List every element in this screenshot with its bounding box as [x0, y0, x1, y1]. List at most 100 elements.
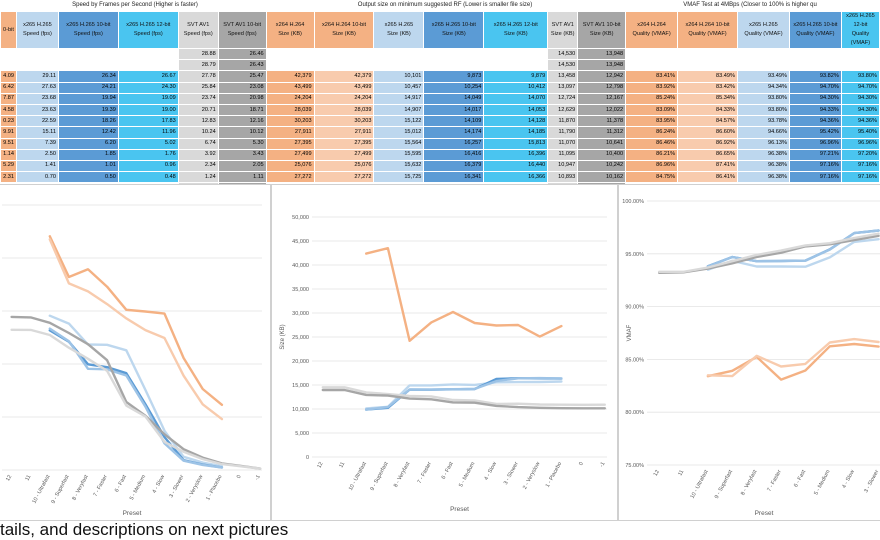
table-cell[interactable] — [373, 59, 425, 72]
column-header[interactable]: x265 H.265 10-bit Size (KB) — [423, 11, 485, 49]
table-cell[interactable]: 94.30% — [788, 92, 842, 105]
table-cell[interactable]: 12,629 — [547, 103, 579, 117]
table-cell[interactable] — [788, 47, 842, 61]
table-cell[interactable]: 83.92% — [625, 81, 679, 94]
table-cell[interactable]: 11,378 — [577, 115, 627, 128]
table-cell[interactable]: 14,017 — [423, 103, 485, 117]
table-cell[interactable]: 19.00 — [117, 103, 179, 117]
table-cell[interactable] — [265, 59, 315, 72]
table-cell[interactable]: 10,641 — [577, 137, 627, 150]
table-cell[interactable]: 16,257 — [423, 137, 485, 150]
column-header[interactable]: SVT AV1 10-bit Size (KB) — [577, 11, 627, 49]
table-cell[interactable]: 97.16% — [788, 171, 842, 184]
table-cell[interactable]: 97.16% — [788, 159, 842, 173]
table-cell[interactable]: 15,595 — [373, 148, 425, 161]
table-cell[interactable]: 10,242 — [577, 159, 627, 173]
table-cell[interactable]: 23.74 — [177, 92, 219, 105]
table-cell[interactable]: 14,185 — [483, 126, 549, 139]
table-cell[interactable]: 16,396 — [483, 148, 549, 161]
table-cell[interactable] — [677, 59, 738, 72]
table-cell[interactable]: 30,203 — [313, 115, 375, 128]
table-cell[interactable]: 27,911 — [313, 126, 375, 139]
table-cell[interactable]: 96.96% — [788, 137, 842, 150]
table-cell[interactable]: 25,076 — [313, 159, 375, 173]
table-cell[interactable]: 96.13% — [737, 137, 790, 150]
table-cell[interactable]: 12,724 — [547, 92, 579, 105]
table-cell[interactable]: 24,204 — [313, 92, 375, 105]
table-cell[interactable]: 86.65% — [677, 148, 738, 161]
table-cell[interactable]: 15,564 — [373, 137, 425, 150]
table-cell[interactable]: 30,203 — [265, 115, 315, 128]
table-cell[interactable]: 86.46% — [625, 137, 679, 150]
table-cell[interactable]: 22.59 — [15, 115, 59, 128]
table-cell[interactable] — [483, 59, 549, 72]
table-cell[interactable]: 86.41% — [677, 171, 738, 184]
table-cell[interactable]: 28.88 — [177, 47, 219, 61]
table-cell[interactable]: 14,917 — [373, 92, 425, 105]
table-cell[interactable] — [313, 47, 375, 61]
table-cell[interactable]: 20.71 — [177, 103, 219, 117]
table-cell[interactable]: 42,379 — [313, 70, 375, 83]
table-cell[interactable]: 16,379 — [423, 159, 485, 173]
table-cell[interactable]: 6.74 — [177, 137, 219, 150]
column-header[interactable]: x264 H.264 10-bit Quality (VMAF) — [677, 11, 738, 49]
table-cell[interactable]: 27.78 — [177, 70, 219, 83]
table-cell[interactable]: 11.96 — [117, 126, 179, 139]
table-cell[interactable]: 93.80% — [737, 103, 790, 117]
column-header[interactable]: x265 H.265 12-bit Speed (fps) — [117, 11, 179, 49]
table-cell[interactable]: 0.96 — [117, 159, 179, 173]
table-cell[interactable]: 86.92% — [677, 137, 738, 150]
table-cell[interactable]: 15,122 — [373, 115, 425, 128]
table-cell[interactable] — [788, 59, 842, 72]
table-cell[interactable]: 0.23 — [0, 115, 17, 128]
table-cell[interactable]: 24.21 — [57, 81, 119, 94]
table-cell[interactable]: 10,101 — [373, 70, 425, 83]
table-cell[interactable]: 43,499 — [313, 81, 375, 94]
table-cell[interactable]: 94.70% — [788, 81, 842, 94]
table-cell[interactable]: 27,395 — [313, 137, 375, 150]
table-cell[interactable]: 19.09 — [117, 92, 179, 105]
table-cell[interactable] — [57, 59, 119, 72]
table-cell[interactable]: 25,076 — [265, 159, 315, 173]
table-cell[interactable]: 26.67 — [117, 70, 179, 83]
table-cell[interactable] — [423, 47, 485, 61]
table-cell[interactable] — [117, 47, 179, 61]
table-cell[interactable]: 10,162 — [577, 171, 627, 184]
table-cell[interactable]: 28.79 — [177, 59, 219, 72]
table-cell[interactable]: 10,893 — [547, 171, 579, 184]
table-cell[interactable]: 14,053 — [483, 103, 549, 117]
table-cell[interactable]: 19.94 — [57, 92, 119, 105]
table-cell[interactable]: 86.60% — [677, 126, 738, 139]
table-cell[interactable]: 26.46 — [217, 47, 267, 61]
table-cell[interactable]: 26.43 — [217, 59, 267, 72]
table-cell[interactable]: 14,174 — [423, 126, 485, 139]
column-header[interactable]: x265 H.265 Speed (fps) — [15, 11, 59, 49]
table-cell[interactable]: 0.48 — [117, 171, 179, 184]
table-cell[interactable]: 26.34 — [57, 70, 119, 83]
table-cell[interactable]: 2.34 — [177, 159, 219, 173]
table-cell[interactable]: 97.16% — [840, 159, 880, 173]
table-cell[interactable] — [737, 47, 790, 61]
table-cell[interactable]: 97.16% — [840, 171, 880, 184]
table-cell[interactable]: 27,272 — [265, 171, 315, 184]
table-cell[interactable]: 28,039 — [265, 103, 315, 117]
table-cell[interactable]: 11,312 — [577, 126, 627, 139]
table-cell[interactable]: 94.70% — [840, 81, 880, 94]
table-cell[interactable]: 12,798 — [577, 81, 627, 94]
table-cell[interactable]: 9,873 — [423, 70, 485, 83]
table-cell[interactable]: 27,499 — [265, 148, 315, 161]
table-cell[interactable]: 1.76 — [117, 148, 179, 161]
table-cell[interactable]: 12,022 — [577, 103, 627, 117]
table-cell[interactable]: 3.92 — [177, 148, 219, 161]
table-cell[interactable]: 11,070 — [547, 137, 579, 150]
table-cell[interactable]: 17.83 — [117, 115, 179, 128]
table-cell[interactable]: 7.39 — [15, 137, 59, 150]
column-header[interactable]: x264 H.264 Quality (VMAF) — [625, 11, 679, 49]
table-cell[interactable]: 95.42% — [788, 126, 842, 139]
table-cell[interactable]: 6.20 — [57, 137, 119, 150]
table-cell[interactable]: 15,632 — [373, 159, 425, 173]
table-cell[interactable] — [117, 59, 179, 72]
table-cell[interactable]: 84.75% — [625, 171, 679, 184]
table-cell[interactable]: 16,440 — [483, 159, 549, 173]
table-cell[interactable]: 93.82% — [788, 70, 842, 83]
